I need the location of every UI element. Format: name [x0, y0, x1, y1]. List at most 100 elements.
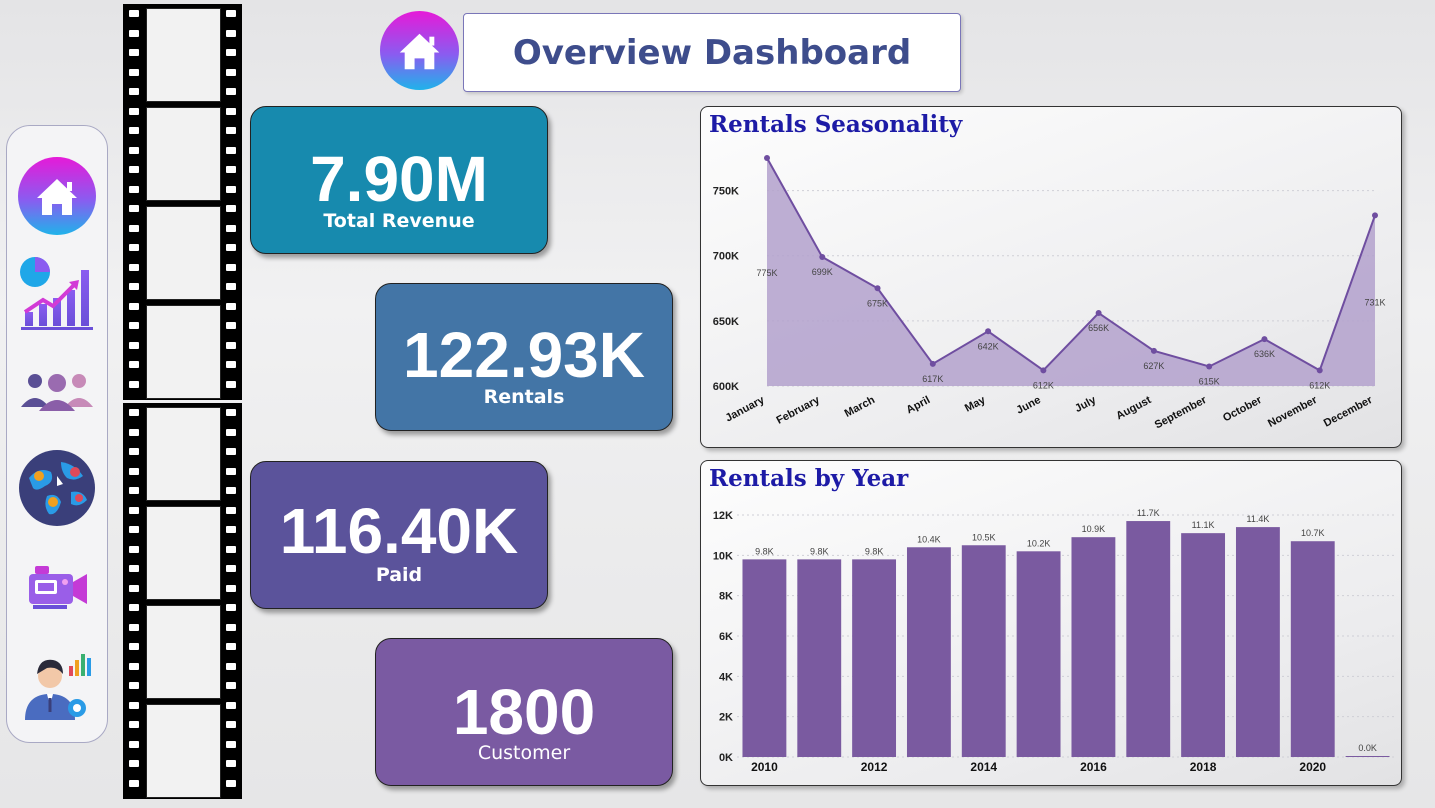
film-sprocket-hole	[226, 604, 236, 611]
kpi-card-total-revenue: 7.90M Total Revenue	[250, 106, 548, 254]
film-sprocket-hole	[129, 263, 139, 271]
film-sprocket-hole	[129, 506, 139, 514]
x-tick-label: 2020	[1299, 760, 1326, 774]
data-label: 10.7K	[1301, 528, 1325, 538]
film-frame	[146, 605, 221, 699]
x-tick-label: April	[904, 394, 932, 416]
data-point	[1316, 367, 1323, 374]
rentals-by-year-chart: 0K 2K 4K 6K 8K 10K 12K 9.8K 2010 9.8K 9.8K 2012 10.4…	[713, 508, 1395, 774]
video-camera-icon	[29, 566, 87, 609]
film-sprocket-hole	[226, 409, 236, 416]
film-sprocket-hole	[129, 662, 139, 670]
home-icon	[18, 157, 96, 235]
film-sprocket-hole	[226, 244, 236, 251]
film-sprocket-hole	[226, 506, 236, 514]
film-sprocket-hole	[129, 701, 139, 709]
x-tick-label: September	[1153, 394, 1209, 432]
data-point	[874, 285, 881, 292]
film-sprocket-hole	[226, 341, 236, 349]
kpi-card-rentals: 122.93K Rentals	[375, 283, 673, 431]
data-label: 0.0K	[1358, 743, 1377, 753]
film-frame	[146, 305, 221, 399]
bar	[1016, 551, 1061, 757]
sidebar-item-staff[interactable]	[17, 646, 97, 726]
kpi-card-customer: 1800 Customer	[375, 638, 673, 786]
sidebar-item-customers[interactable]	[17, 351, 97, 431]
film-sprocket-hole	[226, 380, 236, 388]
bar	[1181, 533, 1226, 757]
y-tick-label: 10K	[713, 550, 733, 562]
chart-title: Rentals Seasonality	[709, 111, 963, 138]
kpi-value: 1800	[452, 676, 596, 748]
film-sprocket-hole	[129, 302, 139, 310]
y-tick-label: 8K	[719, 591, 733, 603]
series-line	[766, 157, 1376, 372]
y-tick-label: 4K	[719, 671, 733, 683]
data-point	[819, 254, 826, 261]
film-sprocket-hole	[129, 341, 139, 349]
film-sprocket-hole	[129, 361, 139, 368]
film-sprocket-hole	[226, 487, 236, 494]
bar	[1235, 527, 1280, 757]
data-point	[764, 155, 770, 162]
film-sprocket-hole	[129, 740, 139, 748]
bar	[1290, 541, 1335, 757]
film-frame	[146, 506, 221, 600]
film-sprocket-hole	[226, 88, 236, 95]
bar	[1345, 756, 1390, 757]
film-sprocket-hole	[129, 127, 139, 134]
film-sprocket-hole	[226, 302, 236, 310]
x-tick-label: October	[1221, 394, 1265, 425]
data-label: 775K	[756, 268, 777, 278]
sidebar-item-geography[interactable]	[17, 448, 97, 528]
film-frame	[146, 206, 221, 300]
film-sprocket-hole	[226, 428, 236, 436]
film-sprocket-hole	[129, 409, 139, 416]
film-sprocket-hole	[226, 29, 236, 37]
film-sprocket-hole	[129, 526, 139, 533]
x-tick-label: November	[1266, 394, 1320, 430]
data-label: 10.4K	[917, 534, 941, 544]
x-tick-label: June	[1014, 394, 1042, 417]
users-group-icon	[21, 374, 93, 411]
film-sprocket-hole	[226, 584, 236, 592]
film-sprocket-hole	[226, 68, 236, 76]
y-tick-label: 750K	[713, 186, 739, 198]
data-label: 656K	[1088, 323, 1109, 333]
film-sprocket-hole	[129, 604, 139, 611]
film-sprocket-hole	[226, 185, 236, 193]
y-tick-label: 2K	[719, 712, 733, 724]
sidebar-item-home[interactable]	[17, 156, 97, 236]
data-label: 9.8K	[755, 546, 774, 556]
film-sprocket-hole	[129, 49, 139, 56]
home-button[interactable]	[380, 11, 459, 90]
film-sprocket-hole	[226, 448, 236, 455]
bar	[852, 559, 897, 757]
bar	[1071, 537, 1116, 757]
film-sprocket-hole	[226, 623, 236, 631]
film-sprocket-hole	[129, 467, 139, 475]
home-icon	[399, 33, 440, 70]
data-point	[985, 328, 992, 335]
film-sprocket-hole	[129, 779, 139, 787]
sidebar-item-analytics[interactable]	[17, 254, 97, 334]
film-sprocket-hole	[129, 205, 139, 212]
data-point	[1372, 212, 1378, 219]
film-sprocket-hole	[129, 185, 139, 193]
film-strip-top	[123, 4, 242, 400]
data-label: 10.9K	[1082, 524, 1106, 534]
film-sprocket-hole	[129, 146, 139, 154]
sidebar-item-films[interactable]	[17, 548, 97, 628]
chart-title: Rentals by Year	[709, 465, 909, 492]
film-sprocket-hole	[129, 88, 139, 95]
film-sprocket-hole	[226, 779, 236, 787]
data-label: 699K	[812, 267, 833, 277]
x-tick-label: December	[1322, 394, 1375, 430]
data-label: 612K	[1033, 380, 1054, 390]
data-label: 11.4K	[1246, 514, 1269, 524]
data-label: 627K	[1143, 361, 1164, 371]
x-tick-label: August	[1114, 394, 1153, 423]
x-tick-label: February	[774, 394, 822, 427]
film-sprocket-hole	[129, 623, 139, 631]
film-sprocket-hole	[129, 682, 139, 689]
